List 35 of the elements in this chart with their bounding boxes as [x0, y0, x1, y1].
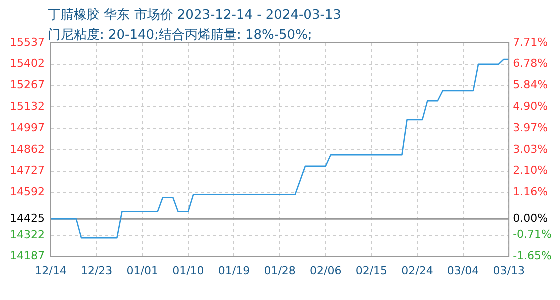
y2-tick-label: 6.78%: [513, 57, 548, 70]
x-tick-label: 03/04: [447, 264, 480, 278]
chart-subtitle: 门尼粘度: 20-140;结合丙烯腈量: 18%-50%;: [48, 27, 312, 44]
x-tick-label: 01/19: [218, 264, 250, 278]
y2-tick-label: 3.03%: [513, 142, 548, 156]
y2-tick-label: 5.84%: [513, 78, 548, 92]
x-tick-label: 01/28: [264, 264, 296, 278]
y-tick-label: 14322: [10, 228, 45, 242]
y-tick-label: 14997: [10, 121, 45, 134]
y2-tick-label: 4.90%: [513, 100, 548, 114]
y2-tick-label: 2.10%: [513, 164, 548, 177]
y-tick-label: 14862: [10, 142, 45, 156]
y-tick-label: 15132: [10, 100, 45, 113]
x-tick-label: 02/06: [310, 264, 342, 278]
y-tick-label: 14592: [10, 186, 45, 199]
y-tick-label: 15402: [10, 57, 45, 70]
y2-tick-label: 7.71%: [513, 36, 548, 49]
y-tick-label: 14187: [10, 250, 45, 263]
chart-title: 丁腈橡胶 华东 市场价 2023-12-14 - 2024-03-13: [48, 7, 342, 24]
y-tick-label: 15537: [10, 36, 45, 49]
y2-tick-label: 3.97%: [513, 121, 548, 134]
x-tick-label: 03/13: [493, 264, 525, 278]
y2-tick-label: 0.00%: [513, 212, 548, 225]
x-tick-label: 02/24: [402, 264, 434, 278]
y-tick-label: 14425: [10, 212, 45, 225]
y2-tick-label: -1.65%: [513, 250, 552, 263]
y2-tick-label: -0.71%: [513, 228, 552, 242]
x-tick-label: 12/23: [80, 264, 113, 278]
x-tick-label: 02/15: [356, 264, 388, 278]
x-tick-label: 01/01: [126, 264, 158, 278]
y-tick-label: 14727: [10, 164, 45, 178]
y2-tick-label: 1.16%: [513, 185, 548, 198]
y-tick-label: 15267: [10, 78, 45, 92]
x-tick-label: 01/10: [172, 264, 204, 278]
x-tick-label: 12/14: [35, 264, 67, 278]
